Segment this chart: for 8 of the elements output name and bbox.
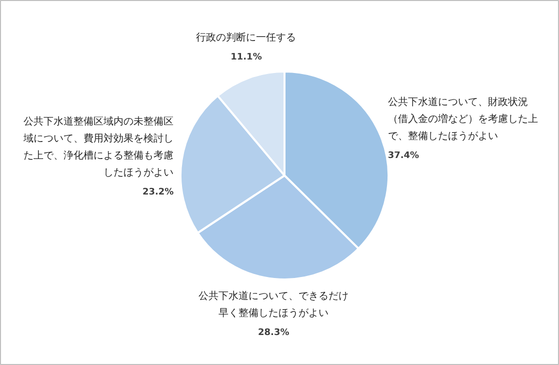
slice-label: 行政の判断に一任する (196, 31, 296, 44)
slice-label: 公共下水道について、できるだけ早く整備したほうがよい (198, 290, 349, 319)
data-label: 28.3% (258, 328, 290, 338)
slice-label: 公共下水道整備区域内の未整備区域について、費用対効果を検討した上で、浄化槽による整備も考慮したほうがよい (22, 115, 174, 178)
slice-label: 公共下水道について、財政状況（借入金の増など）を考慮した上で、整備したほうがよい (388, 96, 538, 142)
data-label: 37.4% (388, 150, 420, 161)
data-label: 23.2% (142, 187, 174, 198)
data-label: 11.1% (230, 52, 262, 62)
